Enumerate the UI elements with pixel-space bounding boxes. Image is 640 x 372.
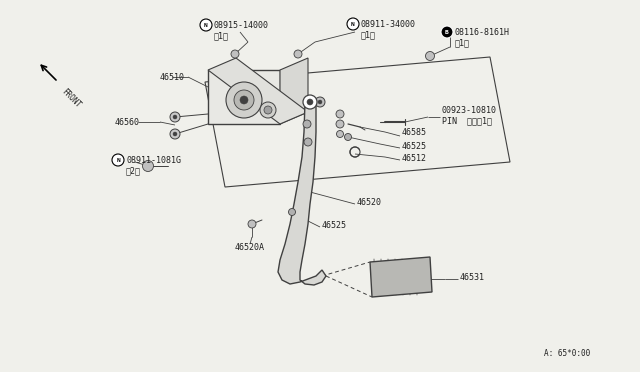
Circle shape [336,120,344,128]
Polygon shape [280,58,308,124]
Text: 46560: 46560 [115,118,140,126]
Circle shape [344,134,351,141]
Text: （1）: （1） [214,32,229,41]
Text: FRONT: FRONT [60,87,83,110]
Circle shape [441,26,453,38]
Polygon shape [208,58,308,124]
Text: PIN  ピン（1）: PIN ピン（1） [442,116,492,125]
Text: 46531: 46531 [460,273,485,282]
Circle shape [303,95,317,109]
Text: （2）: （2） [126,167,141,176]
Text: A: 65*0:00: A: 65*0:00 [544,349,590,358]
Circle shape [200,19,212,31]
Text: 46512: 46512 [402,154,427,163]
Circle shape [304,138,312,146]
Polygon shape [278,102,326,285]
Text: 00923-10810: 00923-10810 [442,106,497,115]
Circle shape [248,220,256,228]
Text: 46525: 46525 [322,221,347,230]
Circle shape [307,99,313,105]
Circle shape [170,112,180,122]
Circle shape [231,50,239,58]
Circle shape [315,97,325,107]
Circle shape [303,120,311,128]
Circle shape [426,51,435,61]
Text: 08911-34000: 08911-34000 [361,19,416,29]
Text: N: N [116,157,120,163]
Circle shape [264,106,272,114]
Circle shape [336,110,344,118]
Text: 46520A: 46520A [235,244,265,253]
Circle shape [347,18,359,30]
Text: 08911-1081G: 08911-1081G [126,155,181,164]
Text: 08915-14000: 08915-14000 [214,20,269,29]
Circle shape [289,208,296,215]
Text: N: N [204,22,208,28]
Text: 46520: 46520 [357,198,382,206]
Text: 46525: 46525 [402,141,427,151]
Circle shape [240,96,248,104]
Circle shape [294,50,302,58]
Circle shape [173,132,177,136]
Circle shape [234,90,254,110]
Text: N: N [351,22,355,26]
Circle shape [170,129,180,139]
Circle shape [260,102,276,118]
Circle shape [318,100,322,104]
Text: 08116-8161H: 08116-8161H [455,28,510,36]
Text: B: B [445,29,449,35]
Text: （1）: （1） [361,31,376,39]
Text: 46510: 46510 [160,73,185,81]
Circle shape [112,154,124,166]
Circle shape [337,131,344,138]
Text: （1）: （1） [455,38,470,48]
Circle shape [173,115,177,119]
Polygon shape [208,70,280,124]
Circle shape [226,82,262,118]
Circle shape [143,160,154,171]
Text: 46585: 46585 [402,128,427,137]
Polygon shape [370,257,432,297]
